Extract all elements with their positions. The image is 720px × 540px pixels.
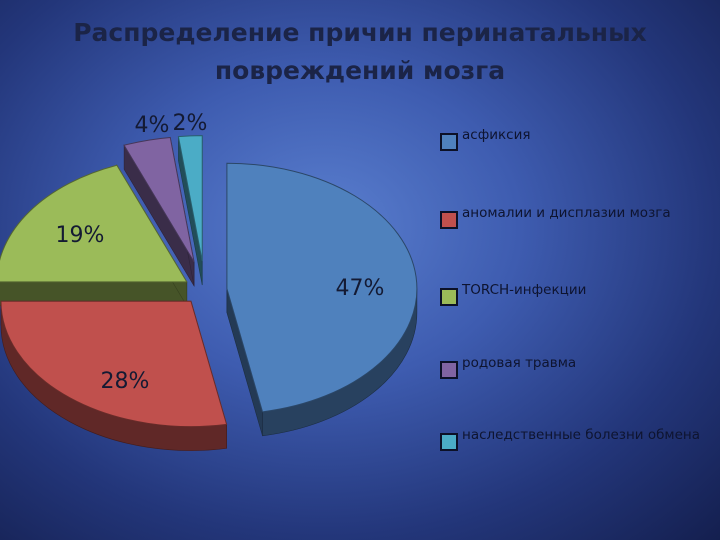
pie-slice-birth-trauma (123, 136, 195, 263)
pct-label-metabolic: 2% (173, 111, 208, 136)
legend-label-torch: TORCH-инфекции (462, 282, 587, 298)
legend-swatch-anomalies (440, 211, 458, 229)
pct-label-anomalies: 28% (101, 369, 150, 394)
chart-title: Распределение причин перинатальных повре… (0, 14, 720, 90)
chart-title-line-2: повреждений мозга (214, 56, 506, 85)
pie-slice-metabolic (177, 135, 203, 262)
pct-label-torch: 19% (56, 223, 105, 248)
pct-label-birth-trauma: 4% (135, 113, 170, 138)
chart-title-line-1: Распределение причин перинатальных (73, 18, 647, 47)
pie-slice-asphyxia (226, 162, 418, 413)
pie-slice-anomalies (0, 300, 228, 428)
legend-label-asphyxia: асфиксия (462, 127, 531, 143)
legend-label-birth-trauma: родовая травма (462, 355, 577, 371)
pct-label-asphyxia: 47% (336, 276, 385, 301)
legend-swatch-torch (440, 288, 458, 306)
legend-label-metabolic: наследственные болезни обмена (462, 427, 701, 443)
pie-slice-torch (0, 164, 188, 283)
legend-swatch-metabolic (440, 433, 458, 451)
legend-label-anomalies: аномалии и дисплазии мозга (462, 205, 671, 221)
legend-swatch-asphyxia (440, 133, 458, 151)
legend-swatch-birth-trauma (440, 361, 458, 379)
